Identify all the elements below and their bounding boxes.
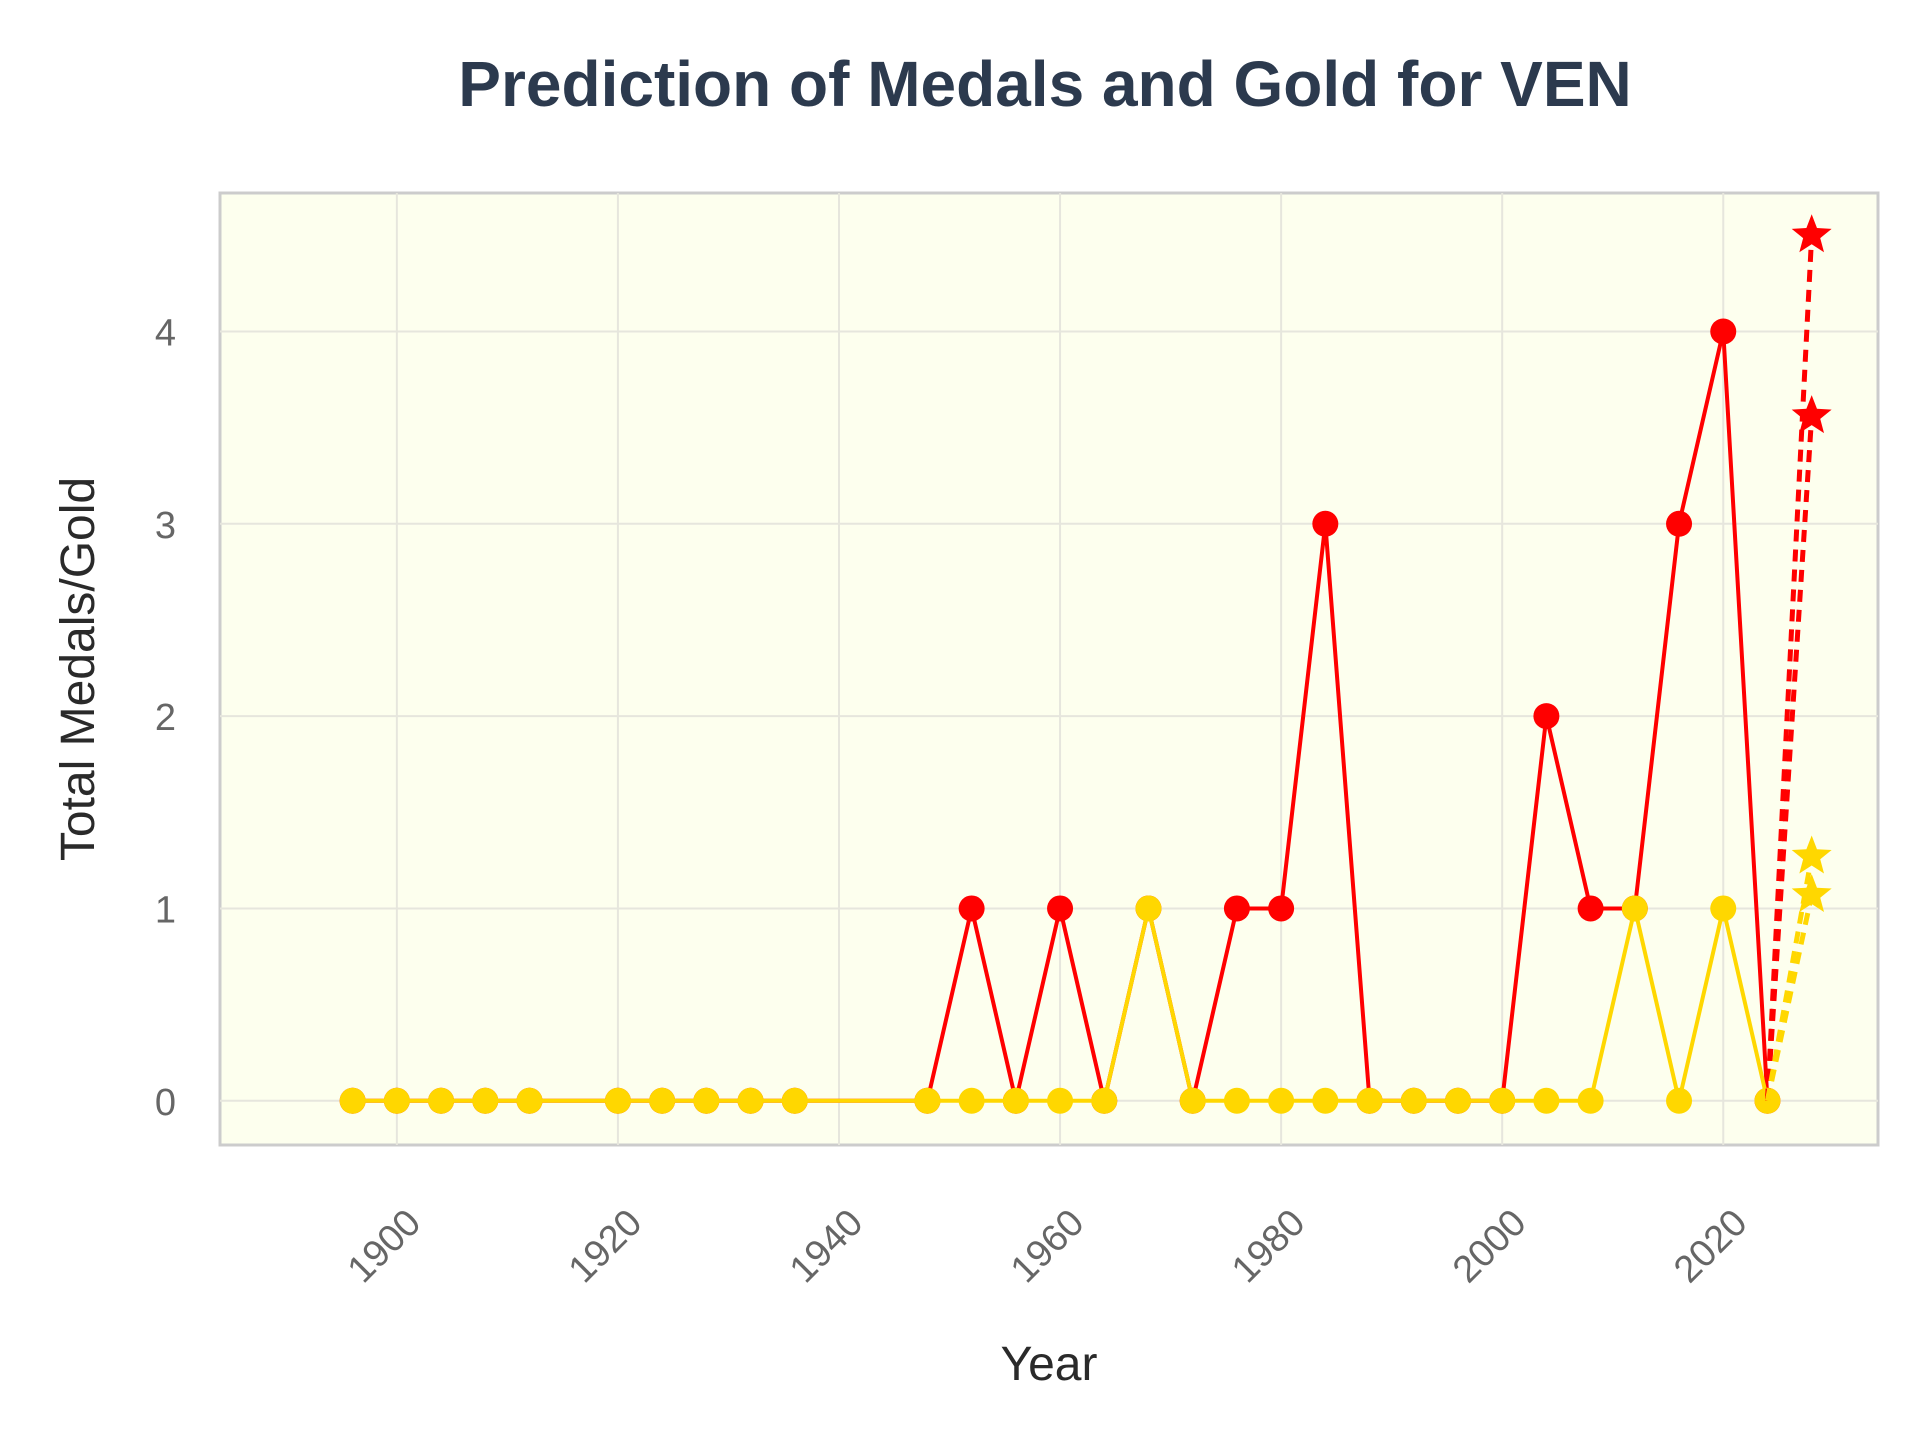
data-point bbox=[1444, 1087, 1471, 1114]
data-point bbox=[1533, 703, 1560, 730]
data-point bbox=[958, 1087, 985, 1114]
data-point bbox=[1002, 1087, 1029, 1114]
data-point bbox=[1710, 318, 1737, 345]
data-point bbox=[604, 1087, 631, 1114]
data-point bbox=[1135, 895, 1162, 922]
series-line bbox=[1765, 894, 1815, 1102]
prediction-point bbox=[1791, 873, 1832, 912]
data-point bbox=[1047, 1087, 1074, 1114]
data-point bbox=[1710, 895, 1737, 922]
y-ticks: 0 1 2 3 4 bbox=[155, 312, 176, 1123]
data-point bbox=[649, 1087, 676, 1114]
data-point bbox=[693, 1087, 720, 1114]
x-tick-label: 2020 bbox=[1666, 1202, 1755, 1291]
data-point bbox=[1577, 895, 1604, 922]
x-axis-label: Year bbox=[1001, 1338, 1098, 1391]
data-point bbox=[1489, 1087, 1516, 1114]
x-tick-label: 2000 bbox=[1445, 1202, 1534, 1291]
series-1 bbox=[339, 895, 1781, 1114]
data-point bbox=[1400, 1087, 1427, 1114]
series-3 bbox=[1764, 395, 1832, 1101]
data-point bbox=[914, 1087, 941, 1114]
data-point bbox=[1223, 895, 1250, 922]
data-point bbox=[1312, 1087, 1339, 1114]
data-point bbox=[1577, 1087, 1604, 1114]
data-point bbox=[737, 1087, 764, 1114]
x-tick-label: 1980 bbox=[1224, 1202, 1313, 1291]
x-ticks: 1900 1920 1940 1960 1980 2000 2020 bbox=[340, 1202, 1756, 1291]
chart-title: Prediction of Medals and Gold for VEN bbox=[458, 48, 1631, 120]
y-tick-label: 2 bbox=[155, 697, 176, 739]
data-point bbox=[781, 1087, 808, 1114]
plot-area bbox=[218, 191, 1880, 1147]
data-point bbox=[1179, 1087, 1206, 1114]
y-tick-label: 3 bbox=[155, 505, 176, 547]
data-point bbox=[958, 895, 985, 922]
data-point bbox=[1047, 895, 1074, 922]
data-point bbox=[472, 1087, 499, 1114]
series-layer bbox=[339, 214, 1832, 1114]
y-axis-label: Total Medals/Gold bbox=[52, 477, 105, 861]
y-tick-label: 0 bbox=[155, 1082, 176, 1124]
data-point bbox=[516, 1087, 543, 1114]
data-point bbox=[1533, 1087, 1560, 1114]
data-point bbox=[428, 1087, 455, 1114]
data-point bbox=[339, 1087, 366, 1114]
x-tick-label: 1940 bbox=[782, 1202, 871, 1291]
data-point bbox=[1666, 1087, 1693, 1114]
data-point bbox=[1268, 1087, 1295, 1114]
data-point bbox=[1356, 1087, 1383, 1114]
data-point bbox=[1091, 1087, 1118, 1114]
data-point bbox=[1666, 510, 1693, 537]
y-tick-label: 4 bbox=[155, 312, 176, 354]
prediction-point bbox=[1791, 214, 1832, 253]
series-line bbox=[1764, 415, 1815, 1101]
data-point bbox=[1312, 510, 1339, 537]
x-tick-label: 1900 bbox=[340, 1202, 429, 1291]
data-point bbox=[1621, 895, 1648, 922]
data-point bbox=[1223, 1087, 1250, 1114]
x-tick-label: 1960 bbox=[1003, 1202, 1092, 1291]
data-point bbox=[383, 1087, 410, 1114]
data-point bbox=[1268, 895, 1295, 922]
prediction-point bbox=[1791, 395, 1832, 434]
y-tick-label: 1 bbox=[155, 889, 176, 931]
prediction-point bbox=[1791, 835, 1832, 874]
series-5 bbox=[1765, 873, 1832, 1102]
x-tick-label: 1920 bbox=[561, 1202, 650, 1291]
